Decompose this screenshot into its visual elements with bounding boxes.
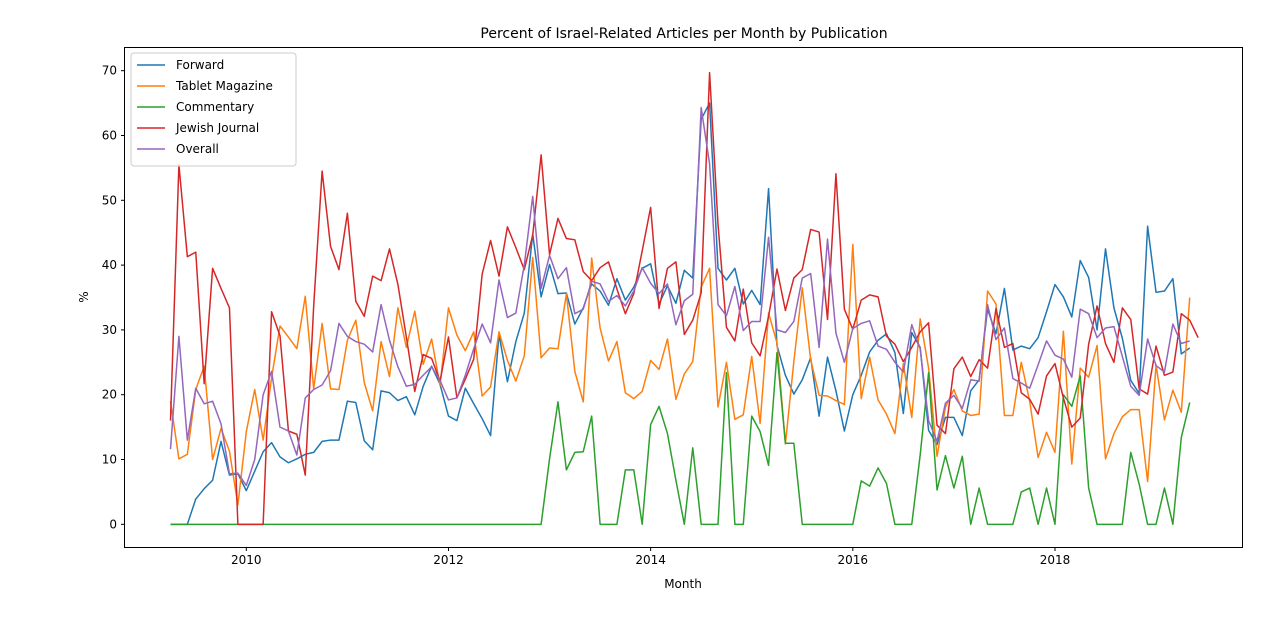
y-tick-label-2: 20 — [102, 388, 117, 402]
y-tick-label-0: 0 — [109, 517, 117, 531]
legend-label-1: Tablet Magazine — [175, 79, 273, 93]
series-line-0 — [170, 102, 1191, 526]
x-tick-label-2: 2014 — [635, 553, 666, 567]
series-line-1 — [169, 243, 1191, 506]
legend: Forward Tablet Magazine Commentary Jewish J… — [130, 52, 297, 167]
x-axis-label: Month — [664, 577, 702, 591]
legend-label-2: Commentary — [176, 100, 254, 114]
y-axis: 0 10 20 30 40 50 60 70 — [102, 64, 125, 531]
x-tick-label-1: 2012 — [433, 553, 464, 567]
series-line-4 — [169, 106, 1190, 487]
x-tick-label-4: 2018 — [1040, 553, 1071, 567]
series-line-2 — [170, 351, 1191, 526]
legend-label-3: Jewish Journal — [175, 121, 259, 135]
x-axis: 2010 2012 2014 2016 2018 — [231, 547, 1070, 567]
legend-label-0: Forward — [176, 58, 224, 72]
y-axis-label: % — [77, 291, 91, 302]
legend-label-4: Overall — [176, 142, 219, 156]
x-tick-label-3: 2016 — [838, 553, 869, 567]
chart-title: Percent of Israel-Related Articles per M… — [480, 26, 887, 42]
y-tick-label-4: 40 — [102, 258, 117, 272]
legend-box — [130, 52, 297, 167]
y-tick-label-6: 60 — [102, 128, 117, 142]
y-tick-label-3: 30 — [102, 323, 117, 337]
y-tick-label-5: 50 — [102, 193, 117, 207]
series-line-3 — [169, 71, 1199, 526]
x-tick-label-0: 2010 — [231, 553, 262, 567]
y-tick-label-7: 70 — [102, 64, 117, 78]
plot-lines — [169, 71, 1199, 526]
y-tick-label-1: 10 — [102, 453, 117, 467]
plot-frame — [124, 47, 1243, 548]
